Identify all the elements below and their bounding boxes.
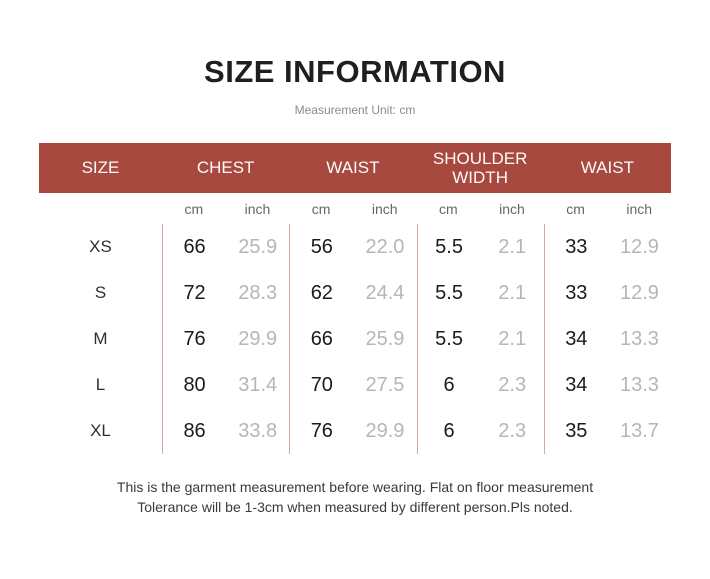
cell-shoulder-width: 5.5 2.1 [416, 270, 544, 316]
cell-waist-2: 33 12.9 [543, 224, 671, 270]
size-label: XL [90, 421, 111, 440]
cell-waist: 76 29.9 [289, 408, 416, 454]
note-line-2: Tolerance will be 1-3cm when measured by… [137, 499, 573, 515]
inch-value: 2.1 [498, 327, 527, 350]
size-label: M [93, 329, 108, 348]
table-row-s: S 72 28.3 62 24.4 5.5 2.1 33 12.9 [39, 270, 671, 316]
header-cell-waist: WAIST [326, 158, 380, 178]
table-row-xs: XS 66 25.9 56 22.0 5.5 2.1 33 12.9 [39, 224, 671, 270]
units-cell-waist-2: cm inch [544, 201, 671, 217]
cm-value: 70 [310, 373, 333, 396]
cm-value: 33 [565, 281, 588, 304]
cm-value: 34 [565, 373, 588, 396]
cm-value: 62 [310, 281, 333, 304]
unit-label-inch: inch [371, 200, 398, 217]
cm-value: 6 [443, 419, 455, 442]
table-row-m: M 76 29.9 66 25.9 5.5 2.1 34 13.3 [39, 316, 671, 362]
inch-value: 31.4 [238, 373, 278, 396]
size-label: L [95, 375, 106, 394]
table-row-l: L 80 31.4 70 27.5 6 2.3 34 13.3 [39, 362, 671, 408]
cell-shoulder-width: 6 2.3 [416, 408, 544, 454]
inch-value: 28.3 [238, 281, 278, 304]
inch-value: 2.3 [498, 419, 527, 442]
cm-value: 6 [443, 373, 455, 396]
cm-value: 66 [183, 235, 206, 258]
inch-value: 13.3 [619, 373, 659, 396]
table-row-xl: XL 86 33.8 76 29.9 6 2.3 35 13.7 [39, 408, 671, 454]
inch-value: 2.1 [498, 281, 527, 304]
inch-value: 25.9 [365, 327, 405, 350]
size-table: SIZE CHEST WAIST SHOULDER WIDTH WAIST cm… [39, 143, 671, 454]
inch-value: 24.4 [365, 281, 405, 304]
inch-value: 12.9 [619, 281, 659, 304]
inch-value: 25.9 [238, 235, 278, 258]
cm-value: 35 [565, 419, 588, 442]
note-line-1: This is the garment measurement before w… [116, 479, 594, 495]
measurement-note: This is the garment measurement before w… [0, 477, 710, 517]
cell-chest: 86 33.8 [162, 408, 289, 454]
cell-waist: 56 22.0 [289, 224, 416, 270]
size-information-panel: SIZE INFORMATION Measurement Unit: cm SI… [0, 54, 710, 517]
unit-label-cm: cm [184, 200, 204, 217]
cell-shoulder-width: 5.5 2.1 [416, 224, 544, 270]
header-cell-chest: CHEST [196, 158, 255, 178]
table-header-row: SIZE CHEST WAIST SHOULDER WIDTH WAIST [39, 143, 671, 193]
cm-value: 76 [183, 327, 206, 350]
cm-value: 66 [310, 327, 333, 350]
units-cell-waist: cm inch [289, 201, 416, 217]
cm-value: 80 [183, 373, 206, 396]
inch-value: 33.8 [238, 419, 278, 442]
cm-value: 34 [565, 327, 588, 350]
unit-label-inch: inch [244, 200, 271, 217]
cm-value: 5.5 [435, 235, 463, 258]
cell-chest: 72 28.3 [162, 270, 289, 316]
cm-value: 72 [183, 281, 206, 304]
header-cell-shoulder-width: SHOULDER WIDTH [432, 148, 528, 187]
unit-label-cm: cm [438, 200, 458, 217]
measurement-unit-subtitle: Measurement Unit: cm [294, 103, 416, 117]
cm-value: 56 [310, 235, 333, 258]
cell-chest: 66 25.9 [162, 224, 289, 270]
cm-value: 76 [310, 419, 333, 442]
size-label: S [94, 283, 107, 302]
unit-label-inch: inch [499, 200, 525, 217]
cm-value: 5.5 [435, 327, 463, 350]
inch-value: 27.5 [365, 373, 405, 396]
inch-value: 13.7 [619, 419, 659, 442]
cell-waist-2: 35 13.7 [543, 408, 671, 454]
cell-shoulder-width: 5.5 2.1 [416, 316, 544, 362]
cell-chest: 76 29.9 [162, 316, 289, 362]
units-cell-chest: cm inch [162, 201, 289, 217]
header-cell-size: SIZE [81, 158, 120, 178]
cell-waist-2: 33 12.9 [543, 270, 671, 316]
cell-shoulder-width: 6 2.3 [416, 362, 544, 408]
unit-label-cm: cm [311, 200, 331, 217]
cm-value: 5.5 [435, 281, 463, 304]
page-title: SIZE INFORMATION [204, 54, 506, 89]
units-cell-shoulder-width: cm inch [417, 201, 544, 217]
cell-waist-2: 34 13.3 [543, 362, 671, 408]
inch-value: 29.9 [365, 419, 405, 442]
cell-waist: 66 25.9 [289, 316, 416, 362]
header-cell-waist-2: WAIST [580, 158, 634, 178]
inch-value: 2.3 [498, 373, 527, 396]
inch-value: 2.1 [498, 235, 527, 258]
cell-chest: 80 31.4 [162, 362, 289, 408]
cell-waist: 62 24.4 [289, 270, 416, 316]
table-body: XS 66 25.9 56 22.0 5.5 2.1 33 12.9 [39, 224, 671, 454]
cm-value: 33 [565, 235, 588, 258]
units-row: cm inch cm inch cm inch cm inch [39, 193, 671, 224]
inch-value: 22.0 [365, 235, 405, 258]
cm-value: 86 [183, 419, 206, 442]
inch-value: 12.9 [619, 235, 659, 258]
cell-waist-2: 34 13.3 [543, 316, 671, 362]
cell-waist: 70 27.5 [289, 362, 416, 408]
inch-value: 29.9 [238, 327, 278, 350]
size-label: XS [89, 237, 112, 256]
inch-value: 13.3 [619, 327, 659, 350]
unit-label-inch: inch [626, 200, 653, 217]
unit-label-cm: cm [566, 200, 585, 217]
